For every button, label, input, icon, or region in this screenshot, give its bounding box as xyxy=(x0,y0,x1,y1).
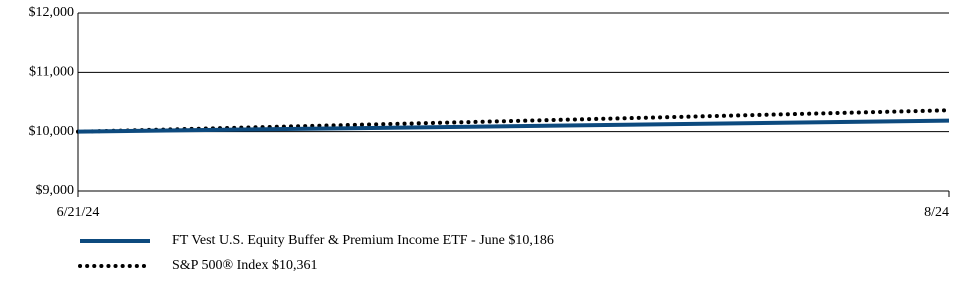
series-line xyxy=(76,108,951,134)
x-tick-label: 6/21/24 xyxy=(57,205,100,220)
legend-label: FT Vest U.S. Equity Buffer & Premium Inc… xyxy=(172,233,554,248)
y-tick-label: $10,000 xyxy=(29,124,75,139)
series-line xyxy=(77,118,950,134)
legend-label: S&P 500® Index $10,361 xyxy=(172,258,317,273)
y-tick-label: $9,000 xyxy=(36,183,75,198)
y-tick-label: $11,000 xyxy=(29,65,74,80)
x-tick-label: 8/24 xyxy=(924,205,949,220)
y-tick-label: $12,000 xyxy=(29,5,75,20)
